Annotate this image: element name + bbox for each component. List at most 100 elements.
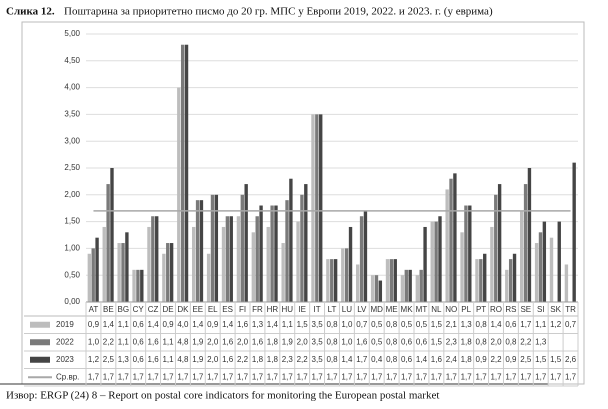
bar [296, 221, 300, 302]
table-value: 0,8 [386, 337, 398, 346]
x-tick-label: DE [162, 305, 173, 314]
bar [281, 243, 285, 302]
x-tick-label: LV [357, 305, 367, 314]
table-value: 2,5 [103, 355, 115, 364]
bar [549, 237, 554, 302]
table-value: 1,7 [401, 372, 413, 381]
table-value: 1,7 [297, 372, 309, 381]
table-value: 0,8 [326, 355, 338, 364]
bar [225, 216, 230, 302]
figure-label: Слика 12. [6, 6, 55, 18]
bar [389, 259, 394, 302]
table-value: 2,0 [207, 355, 219, 364]
table-value: 1,0 [341, 320, 353, 329]
y-tick-label: 2,00 [64, 190, 80, 199]
table-value: 1,7 [282, 372, 294, 381]
bar [311, 114, 315, 303]
table-value: 2,1 [446, 320, 458, 329]
x-tick-label: NL [431, 305, 442, 314]
x-tick-label: TR [565, 305, 576, 314]
table-value: 1,5 [535, 355, 547, 364]
bar [91, 248, 95, 302]
table-value: 1,1 [118, 337, 130, 346]
table-value: 1,4 [192, 320, 204, 329]
bar [494, 194, 498, 302]
x-tick-label: EL [208, 305, 218, 314]
bar [523, 184, 528, 302]
table-value: 0,6 [401, 355, 413, 364]
bar [356, 264, 360, 302]
table-value: 1,7 [386, 372, 398, 381]
table-value: 1,6 [148, 337, 160, 346]
bar [572, 162, 576, 302]
table-value: 0,8 [386, 355, 398, 364]
x-tick-label: PT [476, 305, 486, 314]
table-value: 1,6 [252, 337, 264, 346]
table-value: 1,6 [431, 355, 443, 364]
bar [270, 205, 274, 302]
table-value: 1,7 [341, 372, 353, 381]
table-value: 2,4 [446, 355, 458, 364]
x-tick-label: BG [117, 305, 129, 314]
table-value: 1,8 [461, 337, 473, 346]
table-value: 2,3 [446, 337, 458, 346]
table-value: 1,7 [431, 372, 443, 381]
bar [117, 243, 121, 302]
bar [106, 184, 110, 302]
bar [151, 216, 155, 302]
bar [266, 226, 270, 302]
bar [180, 44, 185, 302]
table-value: 1,7 [416, 372, 428, 381]
x-tick-label: CY [133, 305, 145, 314]
table-value: 1,7 [312, 372, 324, 381]
table-value: 1,9 [282, 337, 294, 346]
table-value: 1,7 [148, 372, 160, 381]
bar [315, 114, 319, 303]
bar [326, 259, 330, 302]
table-value: 2,2 [490, 355, 502, 364]
table-value: 1,2 [550, 320, 562, 329]
bar [344, 248, 349, 302]
x-tick-label: NO [445, 305, 457, 314]
bar [434, 221, 438, 302]
table-value: 1,9 [192, 355, 204, 364]
table-value: 0,6 [133, 355, 145, 364]
bar [274, 205, 278, 302]
bar [229, 216, 233, 302]
bar [132, 269, 136, 302]
table-value: 1,7 [371, 372, 383, 381]
table-value: 0,9 [476, 355, 488, 364]
table-value: 1,5 [297, 320, 309, 329]
bar [147, 226, 151, 302]
bar [512, 253, 517, 302]
bar [206, 253, 211, 302]
table-value: 1,4 [416, 355, 428, 364]
table-value: 1,9 [192, 337, 204, 346]
bar [475, 259, 479, 302]
table-value: 2,3 [282, 355, 294, 364]
bar [378, 280, 383, 302]
x-tick-label: EE [192, 305, 203, 314]
x-tick-label: MD [371, 305, 384, 314]
table-value: 1,7 [356, 372, 368, 381]
x-tick-label: AT [89, 305, 99, 314]
bar [508, 259, 513, 302]
table-value: 0,4 [371, 355, 383, 364]
bar [221, 226, 226, 302]
table-value: 0,8 [386, 320, 398, 329]
table-value: 0,6 [133, 337, 145, 346]
bar [468, 205, 472, 302]
bar [393, 259, 397, 302]
bar [87, 253, 92, 302]
bar [136, 269, 140, 302]
table-value: 1,1 [162, 337, 174, 346]
table-value: 2,2 [237, 355, 249, 364]
bar [285, 200, 289, 302]
bar [121, 243, 125, 302]
x-tick-label: FR [252, 305, 263, 314]
bar [534, 243, 539, 302]
bar [464, 205, 468, 302]
x-tick-label: SI [537, 305, 545, 314]
table-value: 2,6 [565, 355, 577, 364]
table-value: 0,8 [326, 320, 338, 329]
